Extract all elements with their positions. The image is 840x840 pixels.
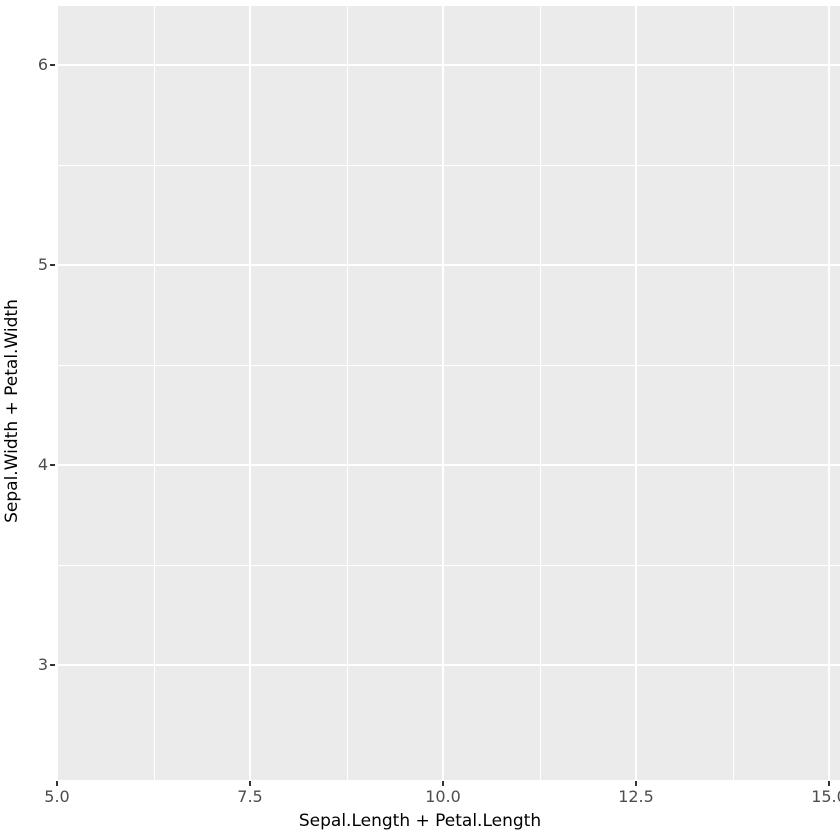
y-tick-mark <box>50 264 55 266</box>
gridline-minor-x <box>732 6 734 780</box>
y-tick-label: 5 <box>37 255 48 274</box>
y-tick-label: 6 <box>37 55 48 74</box>
gridline-major-x <box>56 6 58 780</box>
gridline-major-y <box>56 264 840 266</box>
y-tick-label: 3 <box>37 655 48 674</box>
y-tick-mark <box>50 64 55 66</box>
y-tick-mark <box>50 664 55 666</box>
x-tick-label: 5.0 <box>44 787 70 806</box>
x-tick-mark <box>249 781 251 786</box>
gridline-major-y <box>56 464 840 466</box>
gridline-major-x <box>635 6 637 780</box>
gridline-minor-y <box>56 165 840 166</box>
gridline-minor-x <box>153 6 155 780</box>
x-tick-label: 10.0 <box>425 787 461 806</box>
x-tick-label: 7.5 <box>237 787 263 806</box>
plot-panel <box>56 6 840 780</box>
gridline-major-x <box>249 6 251 780</box>
x-tick-mark <box>442 781 444 786</box>
y-axis-title: Sepal.Width + Petal.Width <box>2 299 22 523</box>
y-tick-mark <box>50 464 55 466</box>
gridline-major-x <box>442 6 444 780</box>
x-tick-label: 12.5 <box>618 787 654 806</box>
gridline-major-y <box>56 664 840 666</box>
gridline-minor-y <box>56 565 840 566</box>
gridline-minor-x <box>539 6 541 780</box>
x-axis-title: Sepal.Length + Petal.Length <box>298 811 542 831</box>
y-tick-label: 4 <box>37 455 48 474</box>
gridline-minor-y <box>56 365 840 366</box>
x-tick-label: 15.0 <box>811 787 840 806</box>
x-tick-mark <box>56 781 58 786</box>
gridline-major-x <box>828 6 830 780</box>
x-tick-mark <box>635 781 637 786</box>
gridline-major-y <box>56 64 840 66</box>
x-tick-mark <box>828 781 830 786</box>
gridline-minor-x <box>346 6 348 780</box>
